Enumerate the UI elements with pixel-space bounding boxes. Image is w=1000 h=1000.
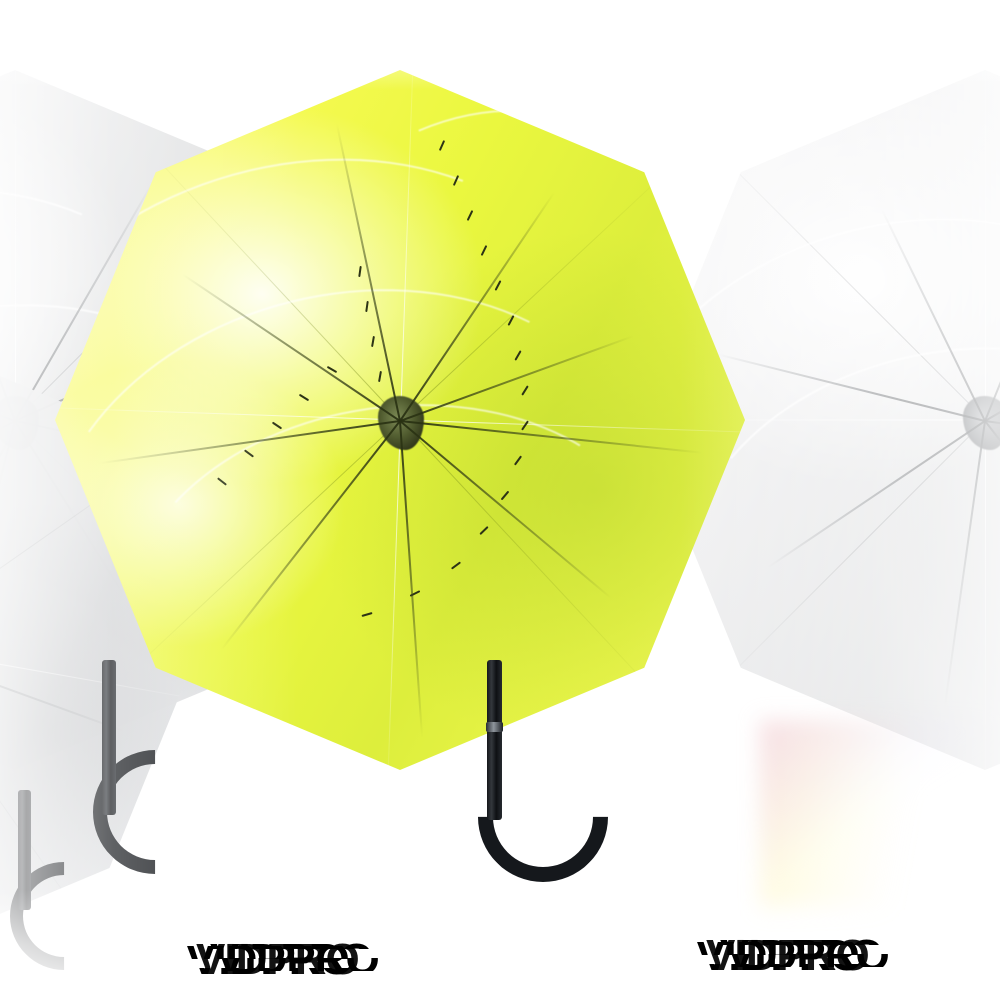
canopy-center <box>55 70 745 770</box>
umbrella-shaft-lower-left <box>18 790 31 910</box>
yellow-umbrella <box>55 70 745 770</box>
umbrella-shaft-center <box>486 660 503 820</box>
rib-spoke <box>0 441 9 647</box>
umbrella-shaft-left <box>102 660 116 815</box>
